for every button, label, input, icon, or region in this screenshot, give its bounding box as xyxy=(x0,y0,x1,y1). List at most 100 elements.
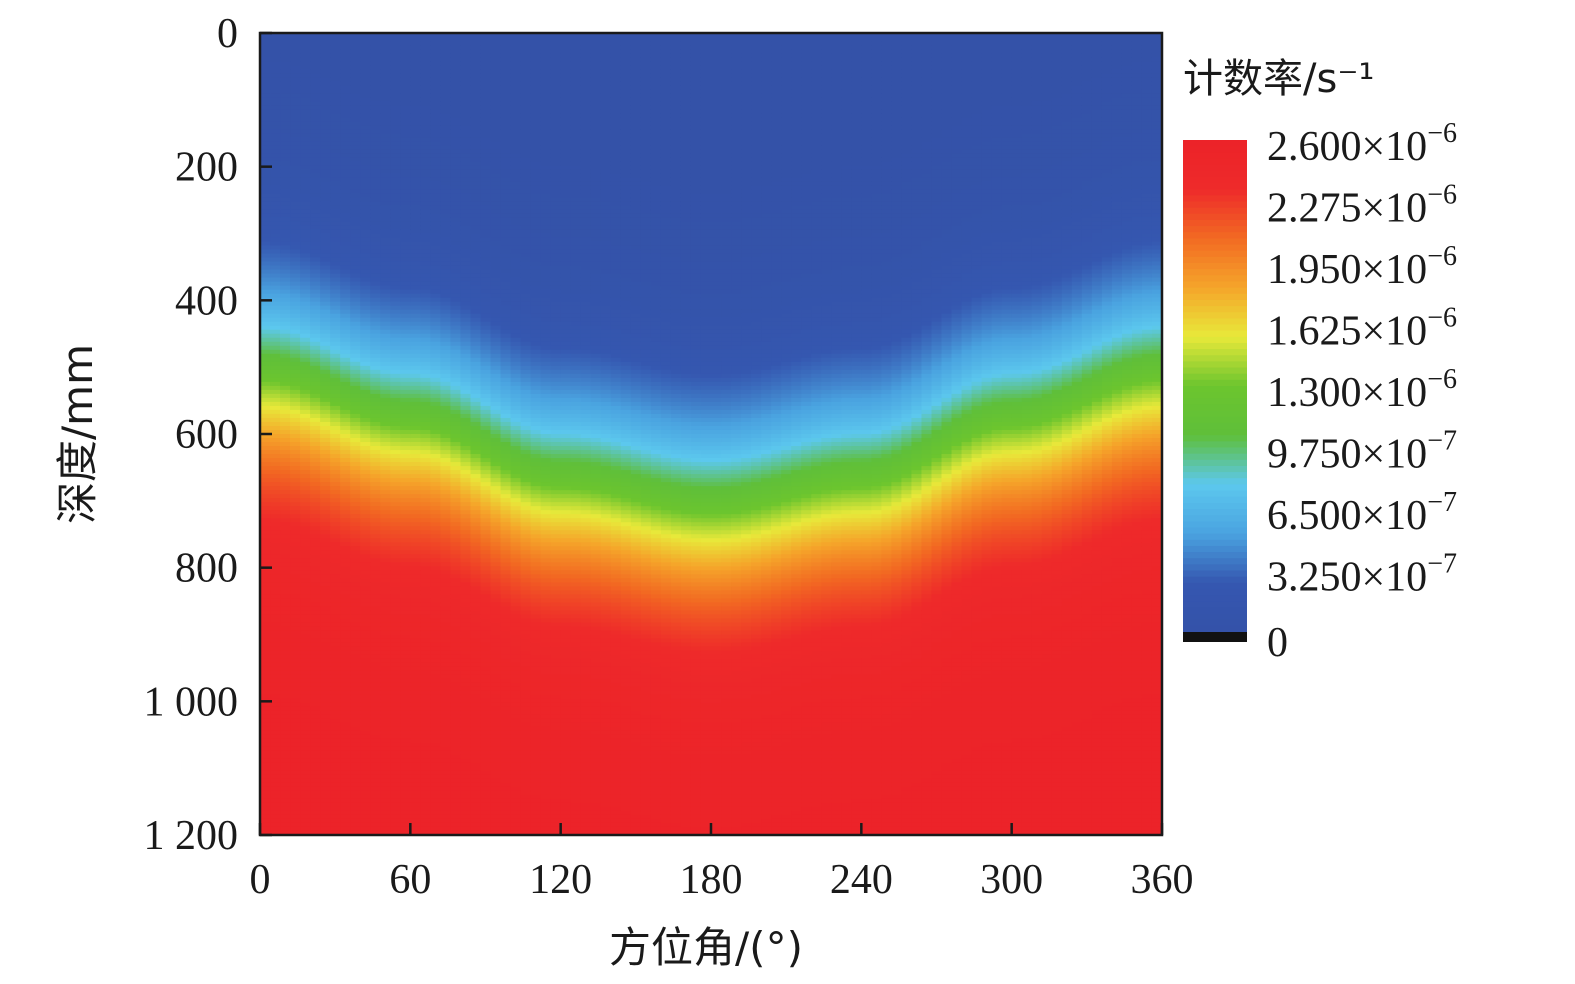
contour-cell xyxy=(420,281,431,287)
contour-cell xyxy=(400,269,411,275)
contour-cell xyxy=(260,570,271,575)
contour-cell xyxy=(350,510,361,515)
contour-cell xyxy=(420,822,431,828)
contour-cell xyxy=(450,353,462,359)
contour-cell xyxy=(470,81,482,86)
contour-cell xyxy=(260,806,271,812)
contour-cell xyxy=(310,161,321,166)
contour-cell xyxy=(270,810,281,816)
contour-cell xyxy=(430,177,441,182)
contour-cell xyxy=(500,353,512,359)
contour-cell xyxy=(410,446,421,451)
contour-cell xyxy=(320,602,331,608)
contour-cell xyxy=(500,89,512,94)
contour-cell xyxy=(440,626,452,632)
contour-cell xyxy=(480,758,492,764)
contour-cell xyxy=(440,822,452,828)
contour-cell xyxy=(470,53,482,58)
contour-cell xyxy=(320,658,331,664)
contour-cell xyxy=(400,61,411,66)
contour-cell xyxy=(460,289,472,295)
contour-cell xyxy=(440,506,452,511)
contour-cell xyxy=(500,257,512,263)
contour-cell xyxy=(300,105,311,110)
contour-cell xyxy=(480,606,492,612)
contour-cell xyxy=(410,149,421,154)
contour-cell xyxy=(320,265,331,271)
contour-cell xyxy=(310,257,321,263)
contour-cell xyxy=(380,193,391,199)
contour-cell xyxy=(410,41,421,46)
contour-cell xyxy=(350,778,361,784)
contour-cell xyxy=(360,89,371,94)
contour-cell xyxy=(330,81,341,86)
contour-cell xyxy=(450,357,462,363)
contour-cell xyxy=(380,69,391,74)
contour-cell xyxy=(370,253,381,259)
contour-cell xyxy=(370,161,381,166)
contour-cell xyxy=(330,694,341,700)
contour-cell xyxy=(440,730,452,736)
contour-cell xyxy=(270,261,281,267)
contour-cell xyxy=(470,425,482,431)
contour-cell xyxy=(480,674,492,680)
contour-cell xyxy=(390,594,401,600)
contour-cell xyxy=(410,630,421,636)
contour-cell xyxy=(350,518,361,523)
contour-cell xyxy=(420,37,431,42)
contour-cell xyxy=(390,321,401,327)
contour-cell xyxy=(490,237,502,243)
contour-cell xyxy=(390,774,401,780)
contour-cell xyxy=(310,526,321,531)
contour-cell xyxy=(480,317,492,323)
contour-cell xyxy=(280,798,291,804)
contour-cell xyxy=(350,470,361,475)
contour-cell xyxy=(470,722,482,728)
contour-cell xyxy=(430,614,441,620)
contour-cell xyxy=(340,181,351,186)
contour-cell xyxy=(460,241,472,247)
contour-cell xyxy=(490,321,502,327)
contour-cell xyxy=(330,385,341,391)
contour-cell xyxy=(270,586,281,591)
contour-cell xyxy=(390,826,401,832)
contour-cell xyxy=(350,478,361,483)
contour-cell xyxy=(350,197,361,203)
contour-cell xyxy=(380,381,391,387)
contour-cell xyxy=(320,634,331,640)
contour-cell xyxy=(490,97,502,102)
contour-cell xyxy=(300,610,311,616)
contour-cell xyxy=(470,826,482,832)
contour-cell xyxy=(270,257,281,263)
contour-cell xyxy=(260,726,271,732)
contour-cell xyxy=(320,37,331,42)
contour-cell xyxy=(470,217,482,223)
contour-cell xyxy=(410,357,421,363)
contour-cell xyxy=(380,413,391,419)
contour-cell xyxy=(270,502,281,507)
contour-cell xyxy=(350,698,361,704)
contour-cell xyxy=(340,618,351,624)
contour-cell xyxy=(460,738,472,744)
contour-cell xyxy=(500,458,512,463)
contour-cell xyxy=(300,81,311,86)
contour-cell xyxy=(390,369,401,375)
contour-cell xyxy=(360,610,371,616)
contour-cell xyxy=(400,666,411,672)
contour-cell xyxy=(430,642,441,648)
contour-cell xyxy=(290,369,301,375)
contour-cell xyxy=(420,385,431,391)
contour-cell xyxy=(440,614,452,620)
contour-cell xyxy=(380,329,391,335)
contour-cell xyxy=(370,65,381,70)
contour-cell xyxy=(410,702,421,708)
contour-cell xyxy=(450,554,462,559)
contour-cell xyxy=(370,309,381,315)
contour-cell xyxy=(270,197,281,203)
contour-cell xyxy=(380,377,391,383)
contour-cell xyxy=(370,634,381,640)
contour-cell xyxy=(340,566,351,571)
contour-cell xyxy=(350,77,361,82)
contour-cell xyxy=(370,610,381,616)
contour-cell xyxy=(470,446,482,451)
